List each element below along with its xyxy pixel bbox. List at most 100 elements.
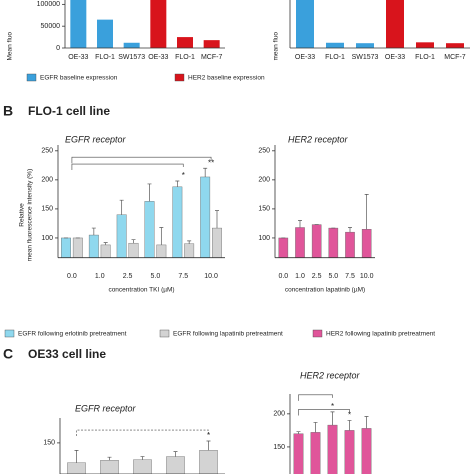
chart-title: HER2 receptor [288,134,349,144]
legend-label: HER2 baseline expression [188,75,265,82]
bar [172,186,183,258]
x-tick-label: 10.0 [204,273,218,280]
error-bar [364,416,369,429]
legend-label: EGFR baseline expression [40,75,118,82]
y-tick-label: 100 [41,235,53,242]
y-axis-label: Relative [19,203,26,227]
y-tick-label: 250 [258,148,270,155]
plot [293,411,372,474]
bar [67,462,86,474]
bar [100,244,111,258]
bar [97,19,113,48]
bar [123,42,140,48]
bar [70,0,87,48]
error-bar [159,227,164,245]
plot [296,0,464,48]
annotation: * [182,171,185,180]
error-bar [147,183,152,202]
x-tick-label: FLO-1 [325,54,345,61]
bar [184,243,195,258]
legend-swatch [26,73,37,82]
plot [278,194,372,258]
significance-bracket [76,429,209,437]
bar [361,428,372,474]
y-tick-label: 150 [43,440,55,447]
x-tick-label: 5.0 [151,273,161,280]
bar [128,242,139,258]
legend-label: EGFR following lapatinib pretreatment [173,331,283,338]
bar [311,224,322,258]
bar [278,237,289,258]
legend-label: EGFR following erlotinib pretreatment [18,331,127,338]
annotation: * [207,431,210,440]
error-bar [206,440,211,451]
x-axis-label: concentration TKI (µM) [108,287,174,294]
error-bar [330,411,335,426]
y-tick-label: 200 [273,411,285,418]
bar [203,40,220,48]
x-tick-label: SW1573 [118,54,145,61]
chart-title: EGFR receptor [75,403,137,413]
y-tick-label: 150 [273,444,285,451]
bar [344,430,355,474]
panel-letter: B [3,103,13,119]
significance-bracket [298,409,350,416]
x-tick-label: 2.5 [123,273,133,280]
bar [293,433,304,474]
x-axis-label: concentration lapatinib (µM) [285,287,365,294]
x-tick-label: SW1573 [352,54,379,61]
bar [177,37,193,48]
x-tick-label: OE-33 [295,54,315,61]
x-tick-label: 1.0 [95,273,105,280]
x-tick-label: OE-33 [385,54,405,61]
plot [61,167,222,258]
error-bar [348,227,352,233]
x-tick-label: MCF-7 [201,54,222,61]
bar [326,42,344,48]
y-tick-label: 250 [41,148,53,155]
bar [296,0,314,48]
error-bar [296,431,301,434]
bar [345,231,355,258]
error-bar [364,194,369,230]
bar [133,459,152,474]
y-axis-label: mean fluo [273,32,280,61]
x-tick-label: 2.5 [312,273,322,280]
panel-letter: C [3,346,13,362]
error-bar [298,220,302,228]
x-tick-label: 5.0 [328,273,338,280]
bar [416,42,434,48]
bar [150,0,167,48]
panel-title: FLO-1 cell line [28,104,110,118]
bar [116,214,127,258]
x-tick-label: 1.0 [295,273,305,280]
y-tick-label: 150 [258,206,270,213]
bar [356,43,374,48]
legend-label: HER2 following lapatinib pretreatment [326,331,435,338]
bar [100,460,119,474]
x-tick-label: 7.5 [178,273,188,280]
bar [310,432,321,474]
x-tick-label: 0.0 [278,273,288,280]
x-tick-label: FLO-1 [95,54,115,61]
y-tick-label: 50000 [41,23,61,30]
error-bar [214,210,219,229]
annotation: ** [208,158,214,167]
bar [200,176,211,258]
error-bar [131,239,136,244]
error-bar [103,242,108,245]
bar [199,450,218,474]
bar [361,229,372,258]
error-bar [203,167,208,177]
legend-swatch [159,329,170,338]
chart-title: HER2 receptor [300,370,361,380]
bar [72,237,83,258]
significance-bracket [71,156,212,164]
x-tick-label: 7.5 [345,273,355,280]
error-bar [119,199,124,215]
y-axis-label: Mean fluo [7,32,14,61]
x-tick-label: 0.0 [67,273,77,280]
bar [295,227,305,258]
bar [212,227,222,258]
